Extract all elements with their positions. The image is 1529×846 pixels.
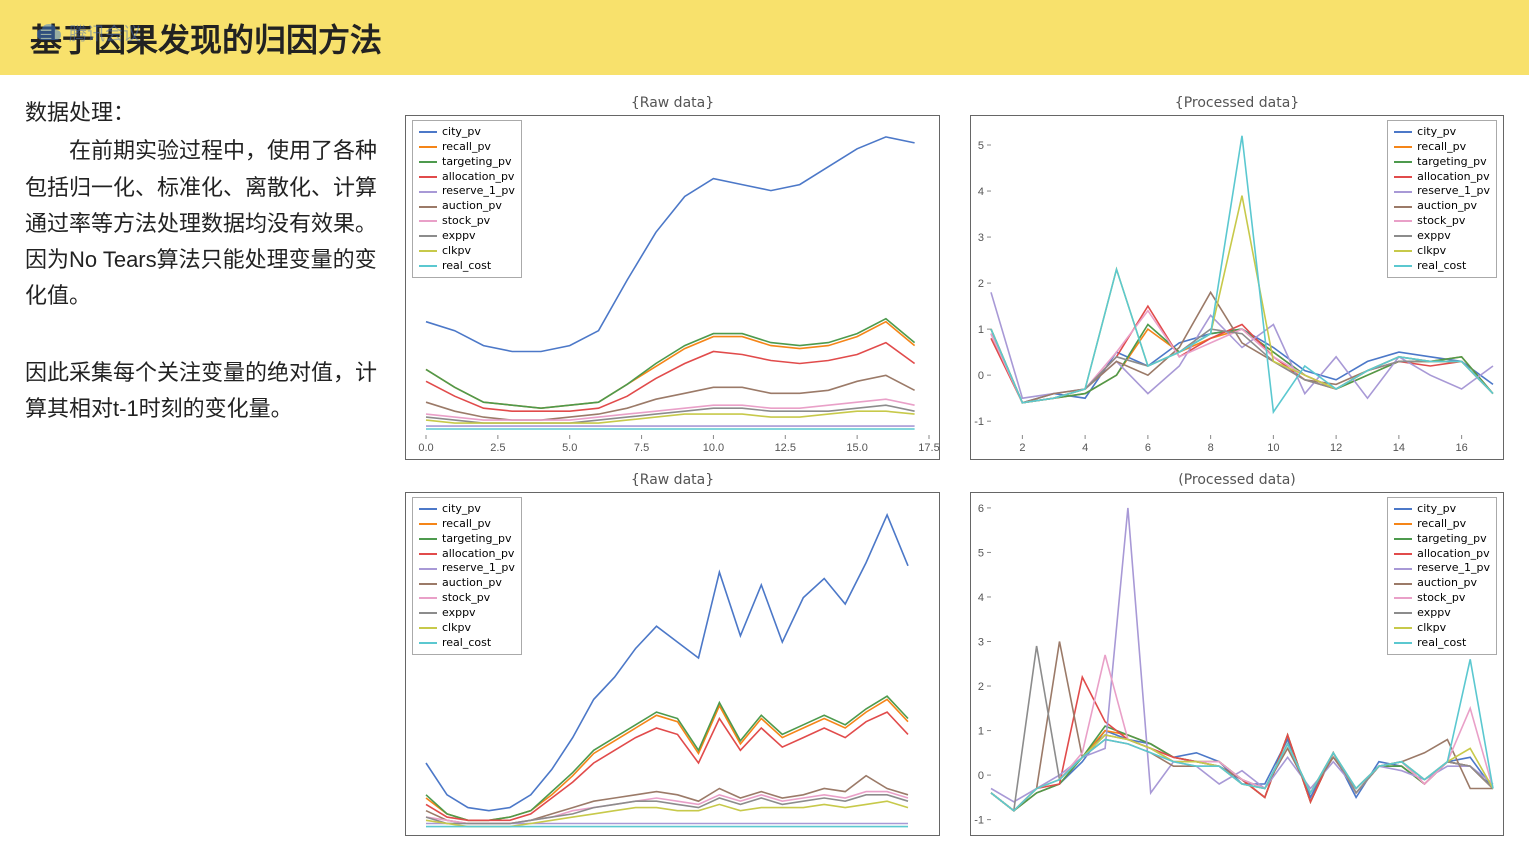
legend-item: allocation_pv (1394, 547, 1490, 562)
chart-plot-area: 0.0 2.5 5.0 7.5 10.0 12.5 15.0 17.5 city_pvrecal… (405, 115, 940, 460)
svg-text:17.5: 17.5 (918, 442, 939, 454)
svg-text:2: 2 (1019, 442, 1025, 454)
legend-item: reserve_1_pv (1394, 184, 1490, 199)
legend-item: targeting_pv (1394, 532, 1490, 547)
legend-item: exppv (419, 229, 515, 244)
svg-text:15.0: 15.0 (846, 442, 867, 454)
charts-grid: {Raw data} 0.0 2.5 5.0 7.5 10.0 12.5 15.0 17.5 c… (405, 95, 1504, 836)
svg-text:5.0: 5.0 (562, 442, 577, 454)
legend-item: allocation_pv (419, 170, 515, 185)
cloud-icon (35, 22, 63, 44)
legend-item: stock_pv (419, 591, 515, 606)
svg-text:7.5: 7.5 (634, 442, 649, 454)
svg-text:10: 10 (1267, 442, 1279, 454)
legend-item: stock_pv (1394, 591, 1490, 606)
svg-text:2.5: 2.5 (490, 442, 505, 454)
legend-item: auction_pv (1394, 199, 1490, 214)
svg-text:2: 2 (978, 681, 984, 693)
svg-text:-1: -1 (974, 416, 984, 428)
chart-title: (Processed data) (1178, 472, 1296, 488)
section-label: 数据处理： (25, 95, 385, 131)
chart-title: {Raw data} (631, 95, 714, 111)
legend-item: reserve_1_pv (1394, 561, 1490, 576)
svg-text:4: 4 (978, 186, 984, 198)
svg-text:1: 1 (978, 324, 984, 336)
legend-item: allocation_pv (419, 547, 515, 562)
legend-item: auction_pv (419, 199, 515, 214)
legend-item: stock_pv (1394, 214, 1490, 229)
legend-item: exppv (1394, 606, 1490, 621)
svg-text:-1: -1 (974, 815, 984, 827)
legend-item: city_pv (419, 125, 515, 140)
chart-proc-1: {Processed data} -1012345246810121416cit… (970, 95, 1504, 460)
watermark-text: 腾讯会议 (69, 20, 141, 46)
svg-text:6: 6 (978, 503, 984, 515)
svg-text:5: 5 (978, 140, 984, 152)
chart-plot-area: city_pvrecall_pvtargeting_pvallocation_p… (405, 492, 940, 836)
legend-item: recall_pv (419, 517, 515, 532)
chart-plot-area: -1012345246810121416city_pvrecall_pvtarg… (970, 115, 1504, 460)
chart-raw-2: {Raw data} city_pvrecall_pvtargeting_pva… (405, 472, 940, 836)
legend-item: auction_pv (1394, 576, 1490, 591)
legend-item: real_cost (1394, 259, 1490, 274)
legend-item: targeting_pv (1394, 155, 1490, 170)
chart-title: {Processed data} (1175, 95, 1299, 111)
legend-item: city_pv (1394, 125, 1490, 140)
svg-text:3: 3 (978, 232, 984, 244)
legend-item: exppv (419, 606, 515, 621)
chart-plot-area: -1 0 1 2 3 4 5 6 city_pvrecall_pvtargeting_pvall… (970, 492, 1504, 836)
svg-text:2: 2 (978, 278, 984, 290)
legend-item: reserve_1_pv (419, 184, 515, 199)
paragraph-2: 因此采集每个关注变量的绝对值，计算其相对t-1时刻的变化量。 (25, 355, 385, 428)
svg-text:4: 4 (1082, 442, 1088, 454)
svg-text:3: 3 (978, 637, 984, 649)
svg-text:10.0: 10.0 (703, 442, 724, 454)
legend-item: recall_pv (419, 140, 515, 155)
text-column: 数据处理： 在前期实验过程中，使用了各种包括归一化、标准化、离散化、计算通过率等… (25, 95, 385, 836)
svg-text:5: 5 (978, 547, 984, 559)
svg-text:6: 6 (1145, 442, 1151, 454)
legend-item: city_pv (1394, 502, 1490, 517)
watermark: 腾讯会议 (35, 20, 141, 46)
legend-item: stock_pv (419, 214, 515, 229)
chart-title: {Raw data} (631, 472, 714, 488)
legend-item: clkpv (1394, 244, 1490, 259)
paragraph-1: 在前期实验过程中，使用了各种包括归一化、标准化、离散化、计算通过率等方法处理数据… (25, 133, 385, 314)
legend-item: clkpv (1394, 621, 1490, 636)
legend-item: real_cost (419, 636, 515, 651)
legend-item: recall_pv (1394, 517, 1490, 532)
svg-text:16: 16 (1456, 442, 1468, 454)
legend-item: real_cost (1394, 636, 1490, 651)
svg-text:14: 14 (1393, 442, 1405, 454)
legend-item: reserve_1_pv (419, 561, 515, 576)
svg-text:4: 4 (978, 592, 984, 604)
legend-item: recall_pv (1394, 140, 1490, 155)
svg-text:0: 0 (978, 370, 984, 382)
svg-text:0: 0 (978, 770, 984, 782)
legend-item: real_cost (419, 259, 515, 274)
svg-text:12.5: 12.5 (775, 442, 796, 454)
slide-title: 基于因果发现的归因方法 (30, 15, 1499, 61)
legend-item: exppv (1394, 229, 1490, 244)
chart-raw-1: {Raw data} 0.0 2.5 5.0 7.5 10.0 12.5 15.0 17.5 c… (405, 95, 940, 460)
legend-item: allocation_pv (1394, 170, 1490, 185)
legend-item: clkpv (419, 244, 515, 259)
legend-item: targeting_pv (419, 155, 515, 170)
svg-text:1: 1 (978, 726, 984, 738)
chart-proc-2: (Processed data) -1 0 1 2 3 4 5 6 city_pvrecall_… (970, 472, 1504, 836)
svg-text:12: 12 (1330, 442, 1342, 454)
legend-item: city_pv (419, 502, 515, 517)
svg-text:8: 8 (1208, 442, 1214, 454)
legend-item: targeting_pv (419, 532, 515, 547)
svg-text:0.0: 0.0 (418, 442, 433, 454)
legend-item: auction_pv (419, 576, 515, 591)
slide-body: 数据处理： 在前期实验过程中，使用了各种包括归一化、标准化、离散化、计算通过率等… (0, 75, 1529, 846)
slide-header: 腾讯会议 基于因果发现的归因方法 (0, 0, 1529, 75)
legend-item: clkpv (419, 621, 515, 636)
